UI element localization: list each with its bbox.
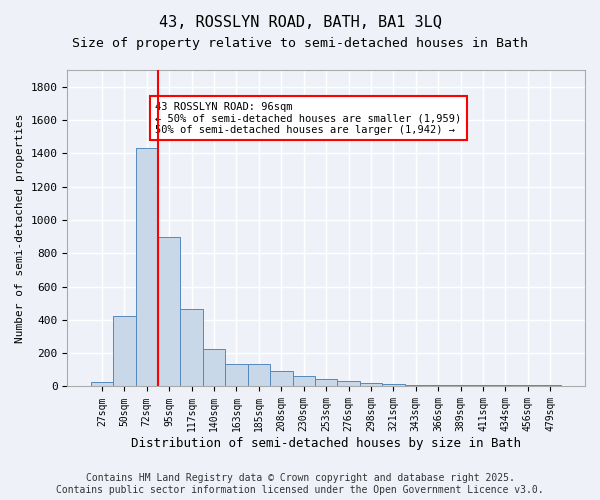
- Text: 43 ROSSLYN ROAD: 96sqm
← 50% of semi-detached houses are smaller (1,959)
50% of : 43 ROSSLYN ROAD: 96sqm ← 50% of semi-det…: [155, 102, 461, 135]
- Bar: [91, 382, 113, 386]
- Bar: [315, 379, 337, 386]
- Bar: [225, 364, 248, 386]
- Text: 43, ROSSLYN ROAD, BATH, BA1 3LQ: 43, ROSSLYN ROAD, BATH, BA1 3LQ: [158, 15, 442, 30]
- Bar: [203, 349, 225, 387]
- Bar: [494, 385, 517, 386]
- Bar: [539, 385, 562, 386]
- Bar: [427, 385, 449, 386]
- Bar: [337, 382, 360, 386]
- Bar: [270, 370, 293, 386]
- Bar: [517, 385, 539, 386]
- Bar: [449, 385, 472, 386]
- X-axis label: Distribution of semi-detached houses by size in Bath: Distribution of semi-detached houses by …: [131, 437, 521, 450]
- Bar: [158, 236, 181, 386]
- Y-axis label: Number of semi-detached properties: Number of semi-detached properties: [15, 114, 25, 343]
- Bar: [472, 385, 494, 386]
- Bar: [113, 316, 136, 386]
- Text: Size of property relative to semi-detached houses in Bath: Size of property relative to semi-detach…: [72, 38, 528, 51]
- Bar: [248, 364, 270, 386]
- Bar: [382, 384, 404, 386]
- Bar: [136, 148, 158, 386]
- Bar: [181, 309, 203, 386]
- Bar: [404, 385, 427, 386]
- Bar: [360, 383, 382, 386]
- Text: Contains HM Land Registry data © Crown copyright and database right 2025.
Contai: Contains HM Land Registry data © Crown c…: [56, 474, 544, 495]
- Bar: [293, 376, 315, 386]
